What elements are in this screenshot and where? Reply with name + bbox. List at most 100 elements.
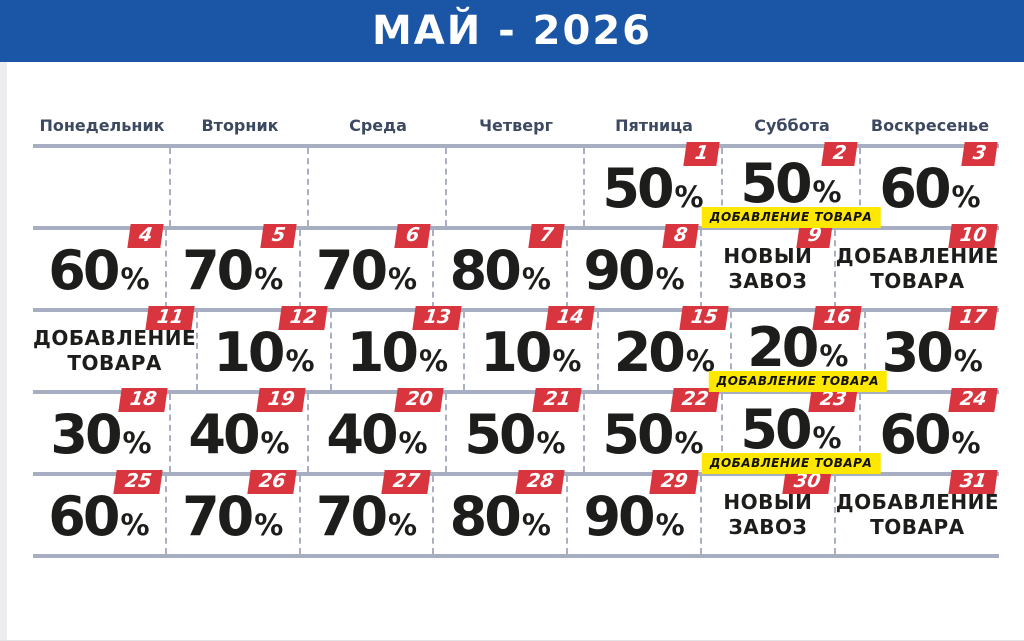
day-cell: 30 НОВЫЙ ЗАВОЗ xyxy=(702,470,836,554)
promo-text-line: ЗАВОЗ xyxy=(728,269,808,293)
discount-value: 60% xyxy=(879,408,980,462)
discount-number: 50 xyxy=(602,403,674,466)
promo-text-line: ТОВАРА xyxy=(870,515,965,539)
discount-number: 90 xyxy=(583,239,655,302)
day-number-badge: 18 xyxy=(117,388,168,412)
day-number-badge: 17 xyxy=(947,306,998,330)
discount-value: 70% xyxy=(182,244,283,298)
promo-text: ДОБАВЛЕНИЕ ТОВАРА xyxy=(836,244,999,294)
discount-number: 70 xyxy=(182,485,254,548)
day-cell: 5 70% xyxy=(167,224,301,308)
page-left-edge xyxy=(0,0,7,640)
percent-sign: % xyxy=(812,421,842,455)
discount-number: 80 xyxy=(449,485,522,548)
discount-number: 60 xyxy=(879,403,951,466)
week-row: 1 50% 2 50% ДОБАВЛЕНИЕ ТОВАРА 3 60% xyxy=(33,142,999,230)
day-number-badge: 19 xyxy=(255,388,306,412)
day-cell: 19 40% xyxy=(171,388,309,472)
percent-sign: % xyxy=(254,262,284,296)
discount-value: 60% xyxy=(48,244,149,298)
promo-text-line: ТОВАРА xyxy=(870,269,965,293)
day-cell: 10 ДОБАВЛЕНИЕ ТОВАРА xyxy=(836,224,999,308)
day-cell: 24 60% xyxy=(861,388,999,472)
percent-sign: % xyxy=(122,426,152,460)
weekday-label: Четверг xyxy=(479,116,553,135)
day-cell: 8 90% xyxy=(568,224,702,308)
day-number-badge: 3 xyxy=(961,142,998,166)
discount-number: 50 xyxy=(740,152,812,215)
percent-sign: % xyxy=(655,508,685,542)
weekday-label: Воскресенье xyxy=(870,116,990,135)
week-row: 18 30% 19 40% 20 40% 21 50% 22 50% 23 50% ДОБАВЛЕНИЕ… xyxy=(33,388,999,476)
discount-value: 20% xyxy=(747,321,848,375)
discount-number: 60 xyxy=(879,157,951,220)
percent-sign: % xyxy=(254,508,284,542)
discount-value: 90% xyxy=(583,244,684,298)
discount-value: 40% xyxy=(188,408,289,462)
discount-number: 50 xyxy=(464,403,536,466)
discount-value: 10% xyxy=(213,326,314,380)
discount-number: 30 xyxy=(50,403,122,466)
percent-sign: % xyxy=(812,175,842,209)
discount-value: 50% xyxy=(464,408,565,462)
day-cell: 18 30% xyxy=(33,388,171,472)
discount-number: 20 xyxy=(747,316,819,379)
day-number-badge: 16 xyxy=(812,306,863,330)
percent-sign: % xyxy=(120,508,150,542)
weekday-label: Вторник xyxy=(201,116,279,135)
discount-number: 50 xyxy=(602,157,674,220)
discount-value: 70% xyxy=(182,490,283,544)
day-cell: 7 80% xyxy=(434,224,569,308)
percent-sign: % xyxy=(120,262,150,296)
discount-value: 80% xyxy=(450,244,551,298)
day-number-badge: 14 xyxy=(545,306,596,330)
day-number-badge: 15 xyxy=(678,306,729,330)
percent-sign: % xyxy=(536,426,566,460)
day-cell: 22 50% xyxy=(585,388,723,472)
percent-sign: % xyxy=(398,426,428,460)
day-number-badge: 26 xyxy=(247,470,298,494)
discount-value: 60% xyxy=(879,162,980,216)
discount-number: 20 xyxy=(613,321,686,384)
day-number-badge: 21 xyxy=(531,388,582,412)
weekday-header-row: Понедельник Вторник Среда Четверг Пятница Суб… xyxy=(33,62,999,148)
discount-value: 10% xyxy=(480,326,581,380)
percent-sign: % xyxy=(655,262,685,296)
discount-number: 40 xyxy=(326,403,398,466)
week-row: 4 60% 5 70% 6 70% 7 80% 8 90% 9 НОВЫЙ ЗАВОЗ 10 ДОБАВЛЕ… xyxy=(33,224,999,312)
day-number-badge: 12 xyxy=(278,306,329,330)
discount-value: 70% xyxy=(316,244,417,298)
day-cell: 9 НОВЫЙ ЗАВОЗ xyxy=(702,224,836,308)
discount-number: 10 xyxy=(213,321,285,384)
percent-sign: % xyxy=(418,344,448,378)
discount-number: 60 xyxy=(48,485,120,548)
discount-value: 60% xyxy=(48,490,149,544)
weekday-label: Пятница xyxy=(615,116,693,135)
discount-number: 70 xyxy=(315,239,388,302)
day-cell: 1 50% xyxy=(585,142,723,226)
percent-sign: % xyxy=(951,180,981,214)
day-cell: 16 20% ДОБАВЛЕНИЕ ТОВАРА xyxy=(708,306,888,392)
promo-text: НОВЫЙ ЗАВОЗ xyxy=(723,244,812,294)
day-cell: 29 90% xyxy=(568,470,702,554)
day-cell: 26 70% xyxy=(167,470,301,554)
promo-tag: ДОБАВЛЕНИЕ ТОВАРА xyxy=(701,453,881,474)
day-cell: 17 30% xyxy=(866,306,999,390)
promo-text-line: ДОБАВЛЕНИЕ xyxy=(835,490,999,514)
day-cell: 14 10% xyxy=(465,306,599,390)
day-number-badge: 13 xyxy=(411,306,462,330)
week-row: 11 ДОБАВЛЕНИЕ ТОВАРА 12 10% 13 10% 14 10% 15 20% 16… xyxy=(33,306,999,394)
discount-number: 10 xyxy=(480,321,552,384)
promo-text: НОВЫЙ ЗАВОЗ xyxy=(723,490,812,540)
day-number-badge: 6 xyxy=(394,224,432,248)
percent-sign: % xyxy=(953,344,983,378)
day-number-badge: 2 xyxy=(821,142,858,166)
day-cell: 15 20% xyxy=(599,306,733,390)
promo-text: ДОБАВЛЕНИЕ ТОВАРА xyxy=(836,490,999,540)
promo-text-line: ДОБАВЛЕНИЕ xyxy=(835,244,999,268)
discount-value: 70% xyxy=(316,490,417,544)
day-number-badge: 29 xyxy=(648,470,699,494)
day-cell: 28 80% xyxy=(434,470,569,554)
percent-sign: % xyxy=(388,262,418,296)
